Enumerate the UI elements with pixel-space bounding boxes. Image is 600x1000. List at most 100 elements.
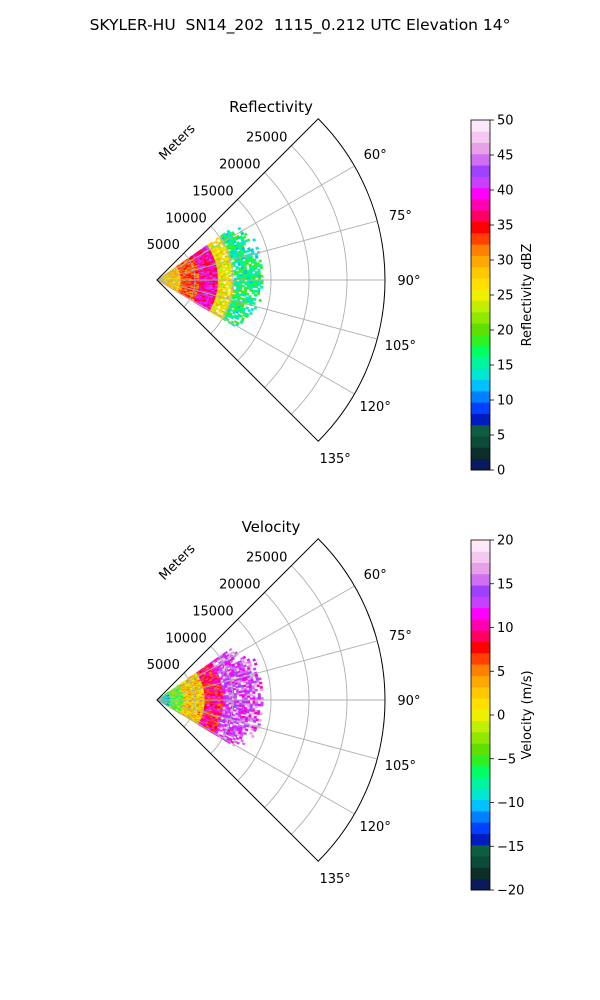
data-gate bbox=[225, 283, 229, 287]
data-gate bbox=[243, 232, 248, 237]
data-gate bbox=[256, 292, 261, 296]
panel-title: Velocity bbox=[242, 518, 301, 536]
data-gate bbox=[244, 275, 248, 279]
data-gate bbox=[231, 657, 235, 661]
colorbar-segment bbox=[471, 413, 490, 426]
data-gate bbox=[241, 690, 245, 693]
data-gate bbox=[244, 273, 248, 277]
azimuth-tick-label: 135° bbox=[319, 452, 350, 467]
velocity-panel: Velocity 60° 75° 90° 105° 120° 135° 5000 10000 15… bbox=[0, 510, 600, 930]
data-gate bbox=[255, 697, 259, 700]
data-gate bbox=[244, 697, 248, 700]
data-gate bbox=[228, 287, 232, 290]
data-gate bbox=[247, 283, 251, 286]
data-gate bbox=[238, 270, 243, 274]
data-gate bbox=[256, 264, 261, 268]
data-gate bbox=[243, 664, 247, 668]
data-gate bbox=[249, 281, 253, 284]
range-tick-label: 10000 bbox=[165, 631, 206, 646]
data-gate bbox=[245, 306, 250, 310]
data-gate bbox=[236, 741, 240, 745]
data-gate bbox=[247, 703, 251, 706]
data-gate bbox=[257, 695, 261, 698]
data-gate bbox=[235, 316, 240, 321]
data-gate bbox=[228, 696, 232, 699]
data-gate bbox=[252, 281, 256, 285]
data-gate bbox=[232, 737, 237, 741]
data-gate bbox=[251, 291, 255, 295]
colorbar-segment bbox=[471, 402, 490, 414]
colorbar-segment bbox=[471, 777, 490, 789]
data-gate bbox=[233, 687, 237, 691]
data-gate bbox=[244, 693, 248, 697]
colorbar-segment bbox=[471, 176, 490, 189]
data-gate bbox=[248, 664, 253, 668]
data-gate bbox=[242, 242, 247, 246]
colorbar-segment bbox=[471, 458, 490, 471]
colorbar-segment bbox=[471, 709, 490, 722]
range-tick-label: 15000 bbox=[192, 604, 233, 619]
velocity-chart: Velocity 60° 75° 90° 105° 120° 135° 5000 10000 15… bbox=[147, 518, 535, 899]
data-gate bbox=[244, 703, 248, 706]
data-gate bbox=[249, 277, 254, 280]
colorbar-segment bbox=[471, 187, 490, 200]
data-gate bbox=[220, 696, 224, 699]
data-gate bbox=[241, 695, 246, 699]
data-gate bbox=[258, 259, 263, 263]
data-field bbox=[156, 226, 264, 327]
range-tick-label: 15000 bbox=[192, 184, 233, 199]
data-gate bbox=[229, 316, 234, 320]
colorbar-segment bbox=[471, 856, 490, 868]
colorbar-segment bbox=[471, 810, 490, 823]
data-gate bbox=[255, 246, 260, 250]
colorbar-segment bbox=[471, 153, 490, 166]
colorbar-label: Reflectivity dBZ bbox=[520, 244, 535, 347]
data-gate bbox=[244, 728, 249, 732]
data-gate bbox=[252, 719, 257, 723]
data-gate bbox=[241, 693, 245, 697]
range-tick-label: 5000 bbox=[147, 238, 180, 253]
colorbar-tick-label: 5 bbox=[497, 429, 505, 444]
azimuth-tick-label: 120° bbox=[360, 820, 391, 835]
colorbar-segment bbox=[471, 573, 490, 586]
data-gate bbox=[246, 238, 251, 242]
data-gate bbox=[239, 314, 244, 318]
colorbar-segment bbox=[471, 765, 490, 778]
data-gate bbox=[244, 281, 248, 284]
colorbar-segment bbox=[471, 652, 490, 665]
data-gate bbox=[253, 293, 258, 297]
data-gate bbox=[252, 728, 257, 732]
colorbar-tick-label: 45 bbox=[497, 149, 514, 164]
data-gate bbox=[252, 701, 256, 705]
azimuth-tick-label: 105° bbox=[385, 339, 416, 354]
data-gate bbox=[246, 710, 250, 714]
azimuth-gridline bbox=[156, 699, 378, 760]
data-gate bbox=[233, 696, 238, 699]
colorbar-segment bbox=[471, 323, 490, 335]
reflectivity-chart: Reflectivity60°75°90°105°120°135°5000100… bbox=[147, 98, 535, 479]
colorbar-segment bbox=[471, 720, 490, 733]
data-gate bbox=[238, 704, 243, 708]
data-gate bbox=[257, 277, 261, 280]
data-gate bbox=[247, 701, 251, 704]
colorbar-segment bbox=[471, 165, 490, 177]
data-gate bbox=[258, 298, 262, 303]
colorbar-segment bbox=[471, 822, 490, 834]
data-gate bbox=[252, 695, 256, 698]
data-gate bbox=[245, 292, 250, 296]
data-gate bbox=[236, 277, 240, 280]
data-gate bbox=[254, 273, 259, 276]
data-gate bbox=[252, 697, 256, 700]
colorbar-segment bbox=[471, 607, 490, 620]
data-gate bbox=[257, 281, 261, 285]
data-gate bbox=[239, 694, 243, 697]
data-gate bbox=[243, 731, 248, 736]
data-gate bbox=[257, 272, 261, 276]
colorbar-segment bbox=[471, 357, 490, 369]
data-gate bbox=[245, 261, 249, 265]
colorbar-segment bbox=[471, 562, 490, 575]
data-gate bbox=[250, 734, 255, 739]
colorbar-tick-label: 15 bbox=[497, 359, 514, 374]
data-gate bbox=[257, 697, 261, 700]
data-gate bbox=[239, 277, 243, 280]
